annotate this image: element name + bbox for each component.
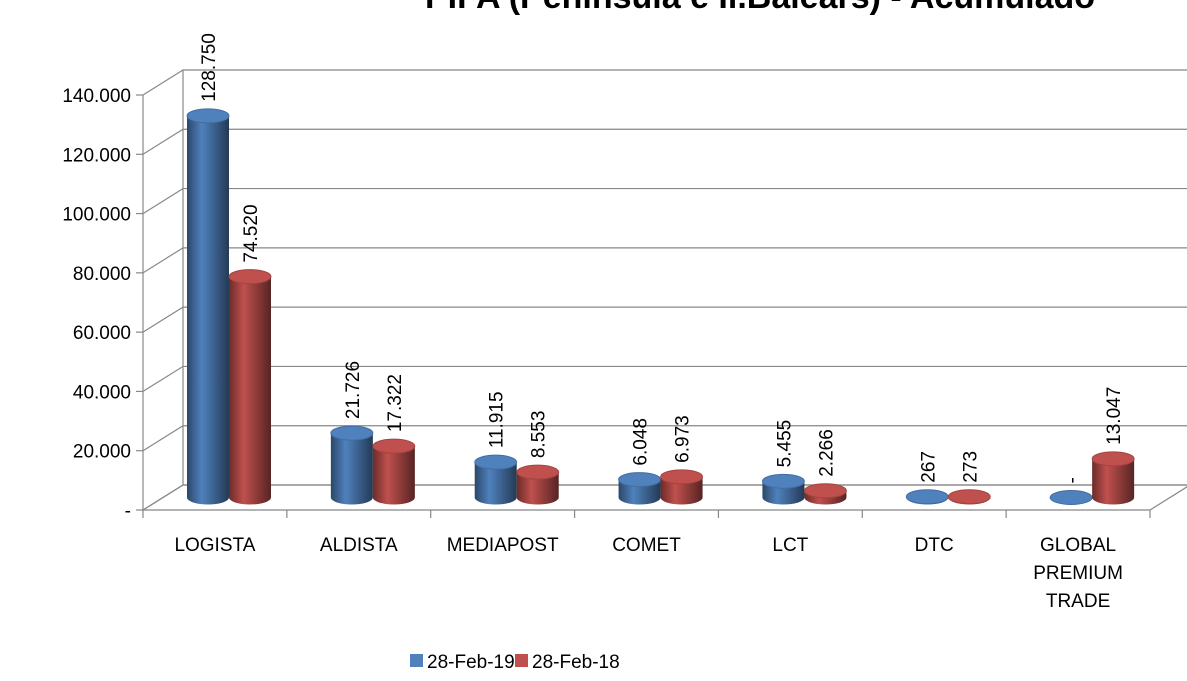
y-tick-label: 40.000: [73, 382, 131, 403]
legend-swatch: [515, 654, 528, 667]
value-label: 6.048: [631, 418, 652, 466]
y-tick-label: 20.000: [73, 442, 131, 463]
bar-top: [761, 473, 805, 489]
value-label: 273: [960, 451, 981, 483]
legend-label: 28-Feb-19: [427, 652, 515, 673]
bar-top: [372, 438, 416, 454]
y-tick-label: 140.000: [62, 86, 131, 107]
x-tick-label: COMET: [612, 535, 681, 556]
bar-top: [186, 108, 230, 124]
grid-line: [142, 187, 1187, 215]
bar-top: [330, 425, 374, 441]
value-label: 2.266: [816, 429, 837, 477]
grid-line: [142, 306, 1187, 333]
bar-top: [228, 269, 272, 285]
bar: [229, 276, 271, 498]
x-tick-label: GLOBAL PREMIUM TRADE: [1033, 535, 1123, 612]
x-tick-label: DTC: [914, 535, 954, 556]
x-tick-label: ALDISTA: [319, 535, 398, 556]
grid-line: [142, 365, 1187, 392]
bar-top: [1049, 490, 1093, 505]
grid-line: [142, 128, 1187, 155]
y-tick-label: 100.000: [62, 205, 131, 226]
bar-top: [905, 489, 949, 505]
bar-top: [803, 483, 847, 499]
value-label: 6.973: [673, 415, 694, 463]
grid-line: [142, 425, 1187, 452]
y-tick-label: 60.000: [73, 323, 131, 344]
y-tick-label: 120.000: [62, 145, 131, 166]
x-tick-label: MEDIAPOST: [446, 535, 559, 556]
value-label: 5.455: [774, 420, 795, 468]
grid-line: [142, 247, 1187, 274]
bar-top: [618, 472, 662, 488]
x-tick-label: LOGISTA: [174, 535, 256, 556]
chart-title: PIFA (Península e Il.Balears) - Acumulad…: [425, 0, 1095, 16]
value-label: 13.047: [1104, 387, 1125, 445]
y-tick-label: 80.000: [73, 264, 131, 285]
grid-line: [142, 484, 1187, 511]
legend-label: 28-Feb-18: [532, 652, 620, 673]
value-label: 74.520: [241, 204, 262, 262]
value-label: 11.915: [487, 391, 508, 448]
value-label: 21.726: [343, 361, 364, 419]
value-label: 17.322: [385, 374, 406, 432]
y-tick-label: -: [125, 501, 131, 522]
bar-top: [474, 454, 518, 470]
value-label: 8.553: [529, 411, 550, 459]
bar: [330, 433, 373, 498]
value-label: -: [1062, 477, 1083, 483]
bar: [372, 446, 415, 498]
bar-top: [660, 469, 704, 485]
bar-top: [516, 464, 560, 480]
bar: [187, 115, 229, 498]
x-tick-label: LCT: [772, 535, 809, 556]
grid-line: [142, 69, 1187, 96]
legend-swatch: [410, 654, 423, 667]
value-label: 128.750: [199, 33, 220, 102]
bar-top: [947, 489, 991, 505]
value-label: 267: [918, 451, 939, 483]
bar-top: [1091, 451, 1135, 467]
